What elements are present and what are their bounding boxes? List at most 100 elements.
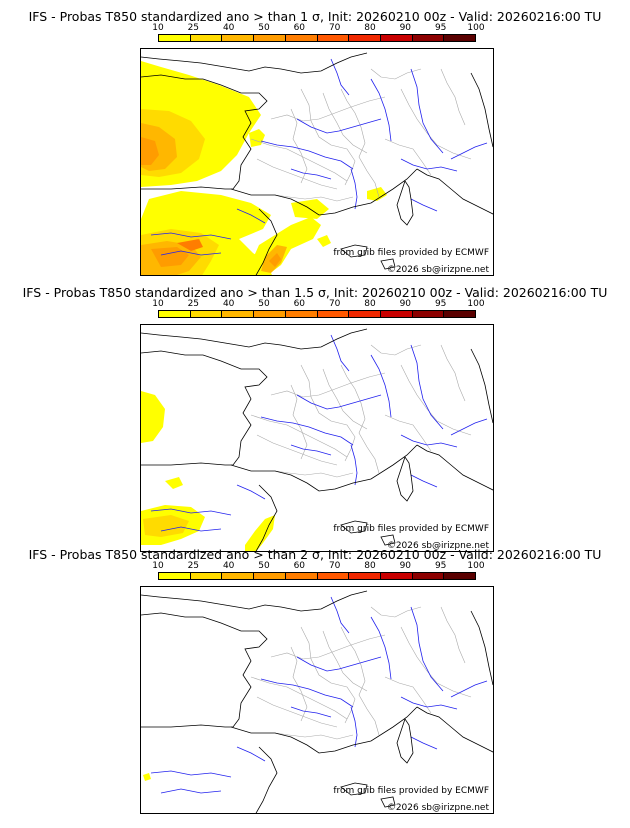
colorbar-tick: 50 (258, 299, 270, 309)
border-line (340, 626, 380, 736)
colorbar-segment (254, 311, 286, 317)
probability-shading (141, 391, 275, 551)
coastline (396, 180, 414, 226)
river (350, 168, 358, 210)
colorbar-tick: 80 (364, 23, 376, 33)
colorbar-segment (190, 35, 223, 41)
data-source-credit: from grib files provided by ECMWF (333, 248, 489, 258)
coastline (255, 746, 278, 813)
border-line (340, 88, 380, 198)
river (236, 746, 266, 762)
border-line (290, 646, 308, 722)
colorbar-tick: 25 (187, 299, 200, 309)
colorbar-segment (444, 311, 476, 317)
river (160, 250, 222, 256)
river (450, 142, 488, 160)
colorbar-segment (254, 573, 286, 579)
coastline (230, 706, 418, 754)
colorbar-tick: 95 (434, 23, 447, 33)
coastline (416, 168, 493, 215)
colorbar-segment (444, 35, 476, 41)
border-line (256, 158, 338, 190)
river (410, 68, 444, 154)
colorbar-tick: 60 (293, 23, 306, 33)
colorbar-segment (444, 573, 476, 579)
colorbar-tick: 50 (258, 561, 270, 571)
prob-area-iberia (177, 239, 203, 251)
country-borders (250, 68, 472, 202)
coastline (380, 258, 396, 270)
probability-shading (141, 61, 387, 275)
river (350, 444, 358, 486)
river (236, 484, 266, 500)
rivers (150, 58, 488, 256)
colorbar-segment (285, 311, 318, 317)
border-line (322, 368, 368, 430)
map-layer (141, 328, 493, 551)
river (160, 526, 222, 532)
colorbar-segment (190, 311, 223, 317)
colorbar-tick: 100 (467, 561, 485, 571)
country-borders (250, 344, 472, 478)
panel-3: IFS - Probas T850 standardized ano > tha… (0, 538, 630, 814)
border-line (290, 384, 308, 460)
data-source-credit: from grib files provided by ECMWF (333, 786, 489, 796)
coastline (230, 444, 418, 492)
copyright-credit: ©2026 sb@irizpne.net (386, 265, 489, 275)
colorbar-tick: 60 (293, 299, 306, 309)
river (450, 680, 488, 698)
river (410, 198, 438, 212)
coastline (470, 348, 493, 424)
border-line (270, 96, 386, 122)
coastline (141, 52, 368, 74)
prob-area-atlantic (141, 391, 165, 443)
colorbar-tick: 40 (222, 299, 235, 309)
colorbar-tick: 10 (152, 561, 164, 571)
colorbar (158, 310, 476, 318)
colorbar-segment (159, 573, 191, 579)
colorbar-segment (349, 311, 381, 317)
border-line (384, 138, 432, 176)
river (150, 232, 232, 240)
colorbar-tick: 90 (399, 299, 412, 309)
colorbar-tick: 80 (364, 561, 376, 571)
prob-area-spot (317, 235, 331, 247)
coastline (141, 590, 368, 612)
river (410, 344, 444, 430)
border-line (300, 626, 356, 724)
river (260, 140, 354, 170)
colorbar-tick: 90 (399, 561, 412, 571)
data-source-credit: from grib files provided by ECMWF (333, 524, 489, 534)
river (370, 78, 392, 142)
coastline (416, 444, 493, 491)
prob-area-catalonia (245, 515, 275, 551)
border-line (440, 344, 466, 402)
coastlines (141, 590, 493, 813)
river (296, 118, 382, 134)
panel-1: IFS - Probas T850 standardized ano > tha… (0, 0, 630, 276)
border-line (400, 364, 472, 436)
river (260, 678, 354, 708)
river (370, 616, 392, 680)
probability-shading (143, 773, 151, 781)
border-line (384, 676, 432, 714)
colorbar-tick: 100 (467, 299, 485, 309)
colorbar-tick-labels: 10 25 40 50 60 70 80 90 95 100 (152, 299, 484, 311)
river (160, 788, 222, 794)
river (296, 656, 382, 672)
river (410, 474, 438, 488)
colorbar-segment (380, 35, 413, 41)
colorbar-tick: 70 (328, 561, 341, 571)
border-line (256, 696, 338, 728)
river (370, 354, 392, 418)
river (330, 334, 350, 372)
river (410, 606, 444, 692)
river (400, 696, 458, 710)
coastline (470, 610, 493, 686)
river (290, 706, 332, 718)
coastline (141, 350, 268, 466)
prob-area-spot (143, 773, 151, 781)
country-borders (250, 606, 472, 740)
border-line (400, 626, 472, 698)
panel-title: IFS - Probas T850 standardized ano > tha… (28, 547, 602, 562)
